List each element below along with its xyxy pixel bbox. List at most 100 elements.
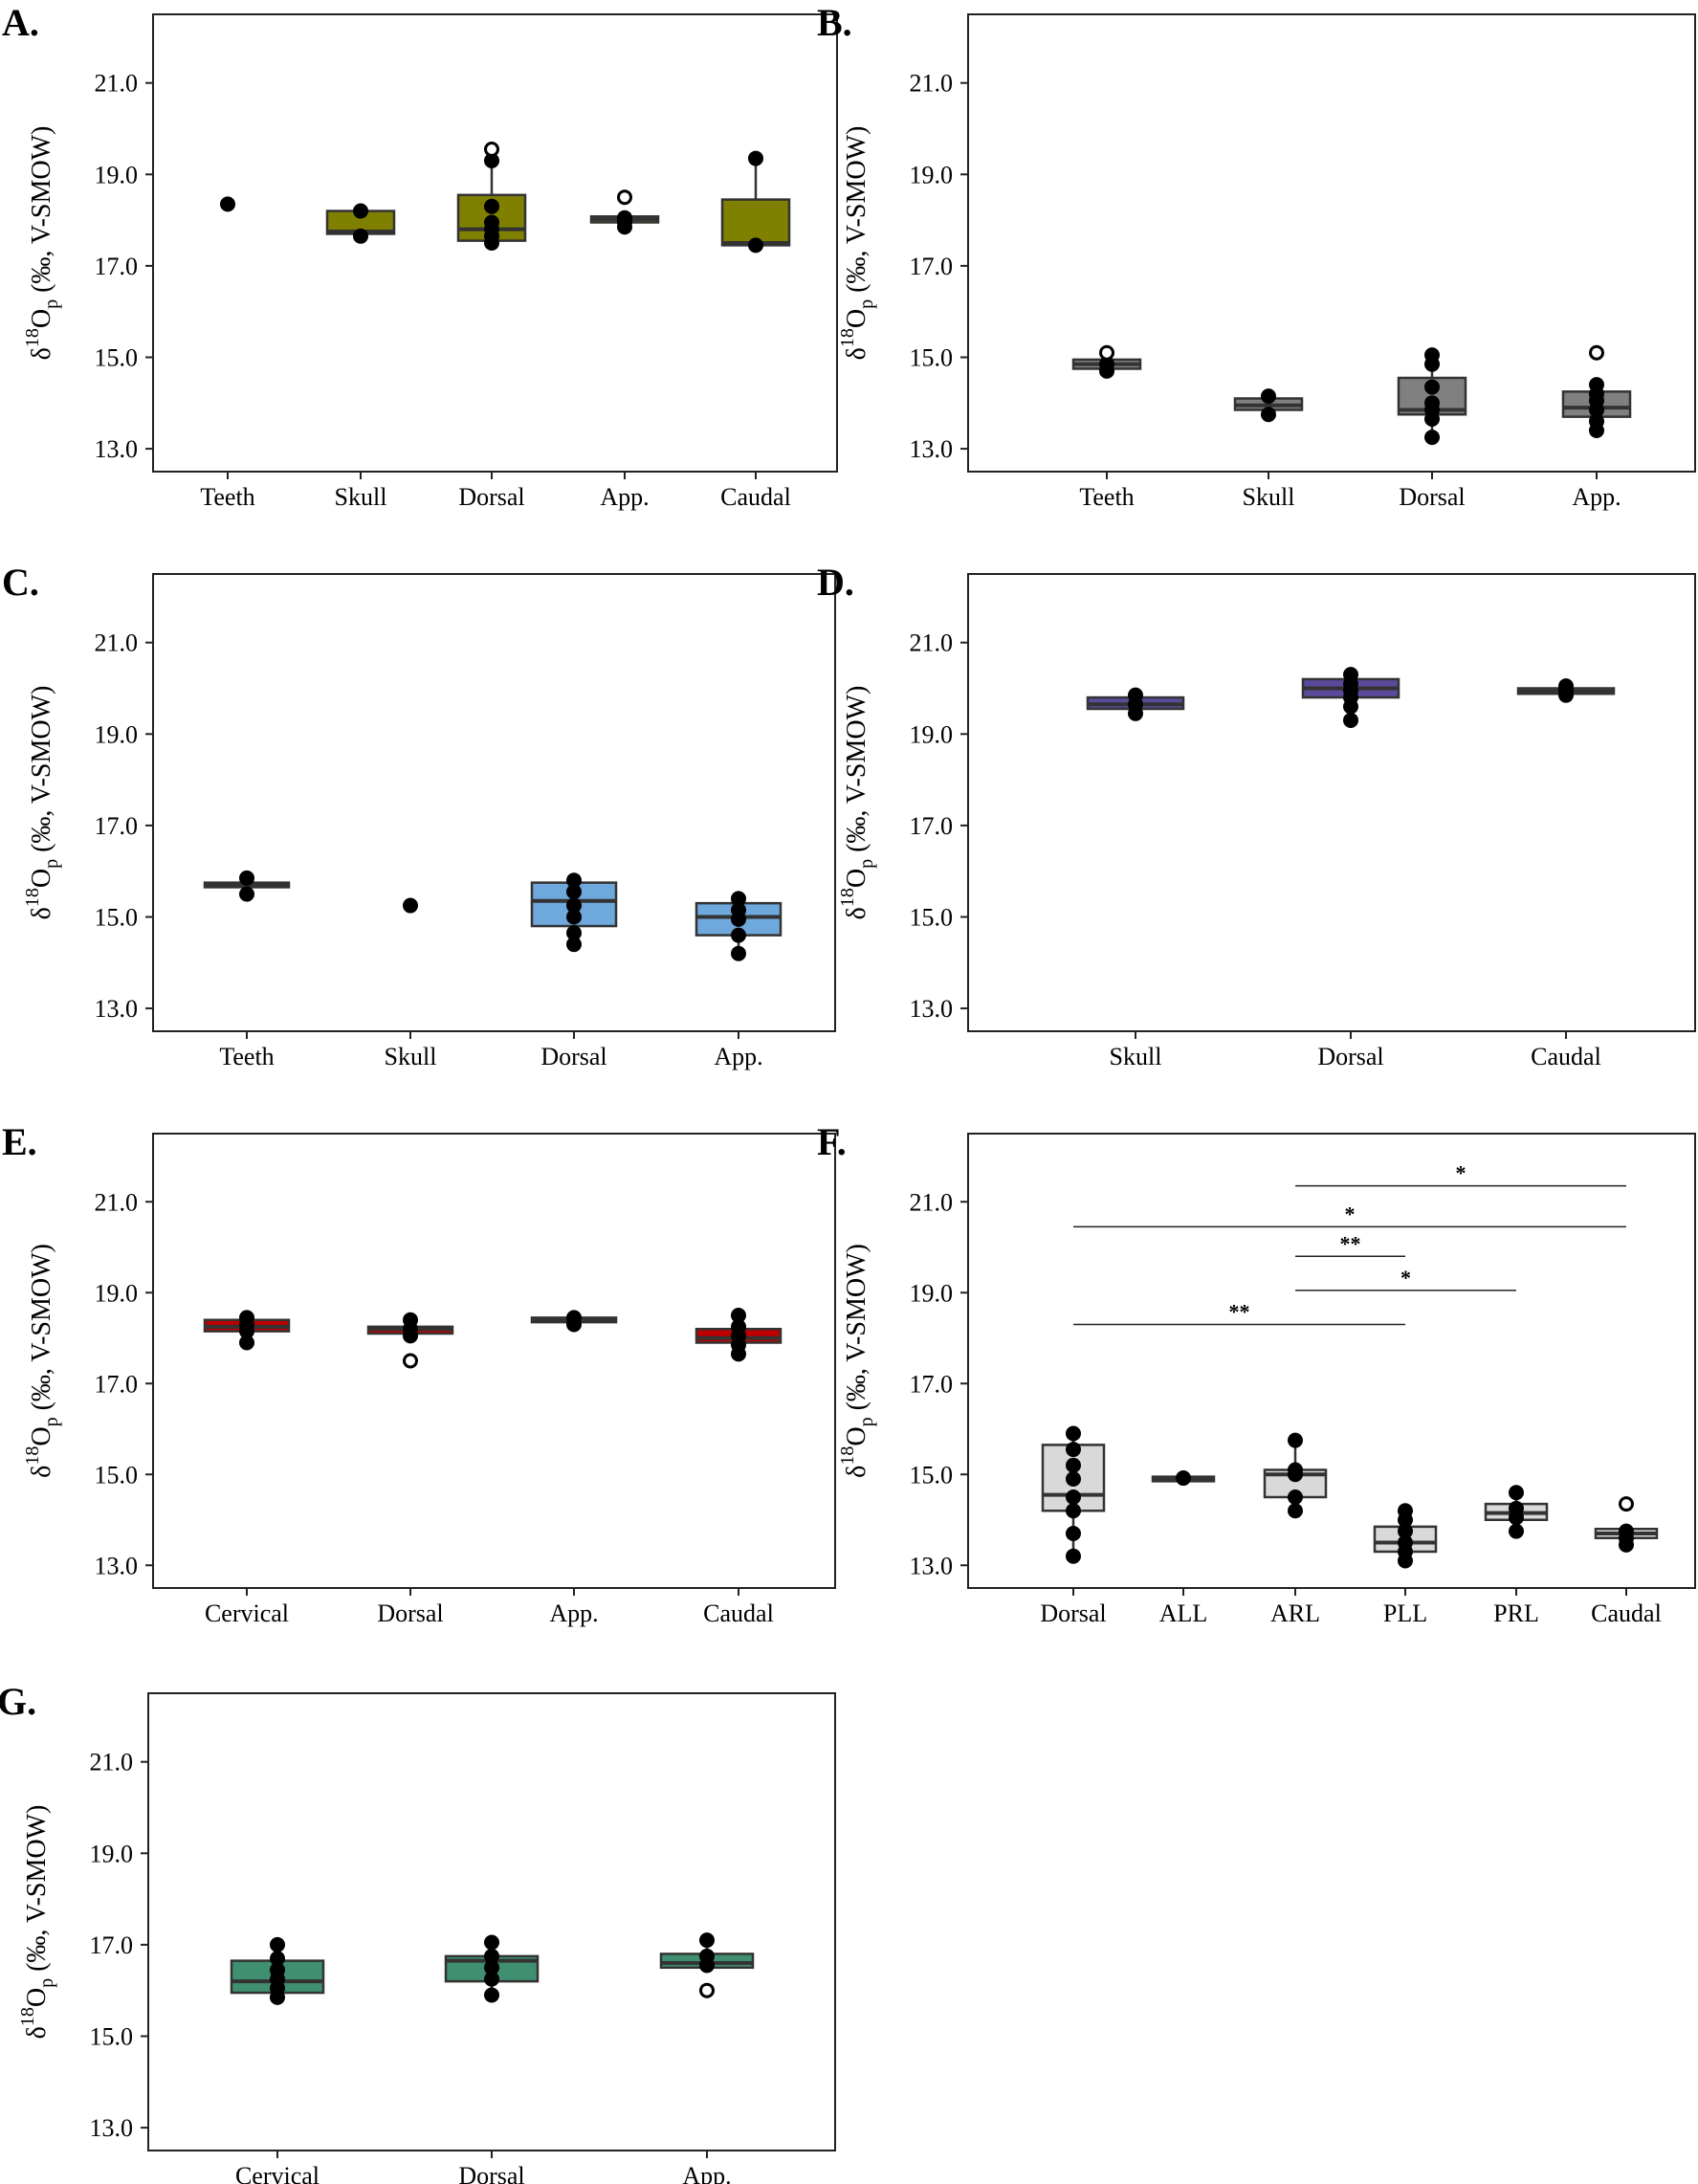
y-tick-label: 21.0 (910, 629, 954, 657)
panel-label: A. (2, 1, 39, 44)
data-point (731, 902, 746, 918)
x-tick-label: Dorsal (1317, 1043, 1383, 1070)
y-tick-label: 19.0 (90, 1840, 134, 1867)
data-point (484, 1948, 499, 1964)
y-tick-label: 19.0 (95, 1279, 139, 1307)
data-point (748, 150, 763, 166)
outlier-point (1589, 344, 1604, 361)
data-point (1398, 1534, 1413, 1551)
data-point (353, 203, 368, 219)
data-point (566, 909, 582, 925)
significance-label: * (1456, 1161, 1466, 1185)
y-axis-title: δ18Op (‰, V-SMOW) (22, 686, 62, 920)
y-axis-title: δ18Op (‰, V-SMOW) (22, 126, 62, 361)
y-tick-label: 13.0 (910, 435, 954, 463)
data-point (1288, 1489, 1303, 1505)
data-point (1176, 1470, 1191, 1487)
data-point (748, 237, 763, 254)
data-point (1398, 1503, 1413, 1519)
x-tick-label: Teeth (200, 483, 254, 511)
data-point (566, 937, 582, 953)
data-point (731, 1308, 746, 1323)
plot-frame (967, 13, 1696, 473)
panel-f: F. 13.0 15.0 17.0 19.0 21.0 δ18Op (‰, V-SMOW) D… (817, 1120, 1696, 1627)
y-tick-label: 15.0 (95, 1461, 139, 1489)
data-point (484, 1971, 499, 1987)
x-tick-label: App. (1572, 483, 1621, 511)
y-tick-label: 13.0 (910, 995, 954, 1023)
data-point (1261, 388, 1276, 405)
box-app (695, 891, 783, 961)
x-tick-label: Dorsal (377, 1599, 443, 1627)
data-point (484, 1934, 499, 1951)
data-point (1288, 1503, 1303, 1519)
x-tick-label: Skull (385, 1043, 437, 1070)
y-tick-label: 15.0 (95, 344, 139, 372)
x-tick-label: Skull (335, 483, 387, 511)
box-skull (1086, 687, 1185, 721)
data-point (566, 1310, 582, 1326)
x-tick-label: Dorsal (458, 2162, 524, 2184)
data-point (1066, 1548, 1081, 1564)
data-point (484, 214, 499, 231)
box-pll (1373, 1503, 1438, 1569)
box-dorsal (530, 872, 618, 953)
x-tick-label: Teeth (1079, 483, 1134, 511)
data-point (1066, 1425, 1081, 1442)
x-tick-label: Cervical (235, 2162, 320, 2184)
data-point (484, 1987, 499, 2003)
data-point (484, 152, 499, 168)
x-tick-label: Dorsal (1399, 483, 1465, 511)
outlier-point (1619, 1496, 1634, 1512)
panel-b: B. 13.0 15.0 17.0 19.0 21.0 δ18Op (‰, V-SMOW) T… (817, 1, 1696, 511)
y-axis-title: δ18Op (‰, V-SMOW) (837, 1244, 877, 1478)
box-teeth (203, 870, 291, 902)
data-point (239, 886, 254, 902)
box-app (589, 189, 660, 235)
y-tick-label: 17.0 (910, 1370, 954, 1398)
x-tick-label: Caudal (1531, 1043, 1601, 1070)
box-app (1561, 344, 1632, 438)
plot-frame (152, 573, 836, 1032)
data-point (1509, 1523, 1524, 1539)
data-point (731, 927, 746, 943)
data-point (1288, 1432, 1303, 1448)
x-tick-label: App. (682, 2162, 731, 2184)
box-caudal (1516, 678, 1616, 703)
y-tick-label: 21.0 (95, 70, 139, 98)
y-axis-title: δ18Op (‰, V-SMOW) (17, 1805, 57, 2040)
data-point (1066, 1442, 1081, 1458)
box-teeth (1071, 344, 1142, 379)
data-point (270, 1962, 285, 1978)
data-point (731, 891, 746, 907)
x-tick-label: App. (600, 483, 649, 511)
data-point (270, 1936, 285, 1952)
data-point (239, 870, 254, 886)
data-point (1558, 678, 1574, 695)
x-tick-label: PLL (1383, 1599, 1427, 1627)
y-tick-label: 13.0 (95, 435, 139, 463)
x-tick-label: ARL (1270, 1599, 1320, 1627)
x-tick-label: Teeth (219, 1043, 274, 1070)
box-arl (1263, 1432, 1328, 1519)
data-point (699, 1948, 715, 1964)
data-point (1424, 395, 1440, 411)
box-dorsal (1397, 347, 1467, 446)
y-tick-label: 15.0 (910, 344, 954, 372)
y-tick-label: 17.0 (910, 812, 954, 840)
y-tick-label: 21.0 (90, 1749, 134, 1776)
y-axis-title: δ18Op (‰, V-SMOW) (22, 1244, 62, 1478)
outlier-point (699, 1982, 715, 1998)
y-tick-label: 21.0 (910, 1188, 954, 1216)
panel-a: A. 13.0 15.0 17.0 19.0 21.0 δ18Op (‰, V-SMOW) T… (2, 1, 838, 511)
data-point (1509, 1500, 1524, 1516)
y-tick-label: 13.0 (95, 995, 139, 1023)
significance-label: * (1400, 1266, 1411, 1290)
x-tick-label: Skull (1243, 483, 1295, 511)
y-tick-label: 21.0 (910, 70, 954, 98)
plot-frame (967, 1133, 1696, 1589)
panel-e: E. 13.0 15.0 17.0 19.0 21.0 δ18Op (‰, V-SMOW) C… (2, 1120, 836, 1627)
panel-d: D. 13.0 15.0 17.0 19.0 21.0 δ18Op (‰, V-SMOW) S… (817, 561, 1696, 1070)
data-point (484, 198, 499, 214)
data-point (403, 897, 418, 914)
